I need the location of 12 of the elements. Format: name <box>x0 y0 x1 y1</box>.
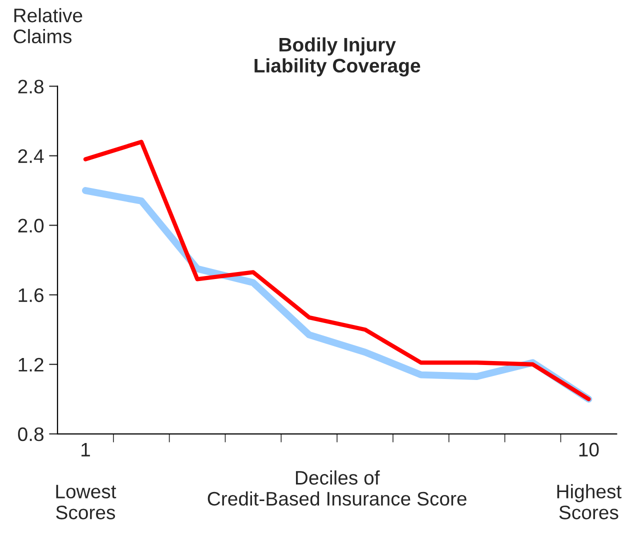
y-tick-label: 0.8 <box>18 427 44 442</box>
line-series <box>83 140 591 402</box>
x-axis-title: Deciles of Credit-Based Insurance Score <box>208 470 466 506</box>
chart-title: Bodily Injury Liability Coverage <box>254 37 420 76</box>
category-label: 1 Lowest Scores <box>56 442 116 520</box>
y-axis-title: Relative Claims <box>14 8 82 44</box>
y-tick-label: 1.6 <box>18 288 44 302</box>
y-tick-label: 2.8 <box>18 80 44 94</box>
y-tick-label: 2.4 <box>18 149 44 163</box>
y-tick-label: 2.0 <box>18 218 44 233</box>
category-label: 10 Highest Scores <box>557 442 622 520</box>
y-tick-label: 1.2 <box>18 358 44 372</box>
